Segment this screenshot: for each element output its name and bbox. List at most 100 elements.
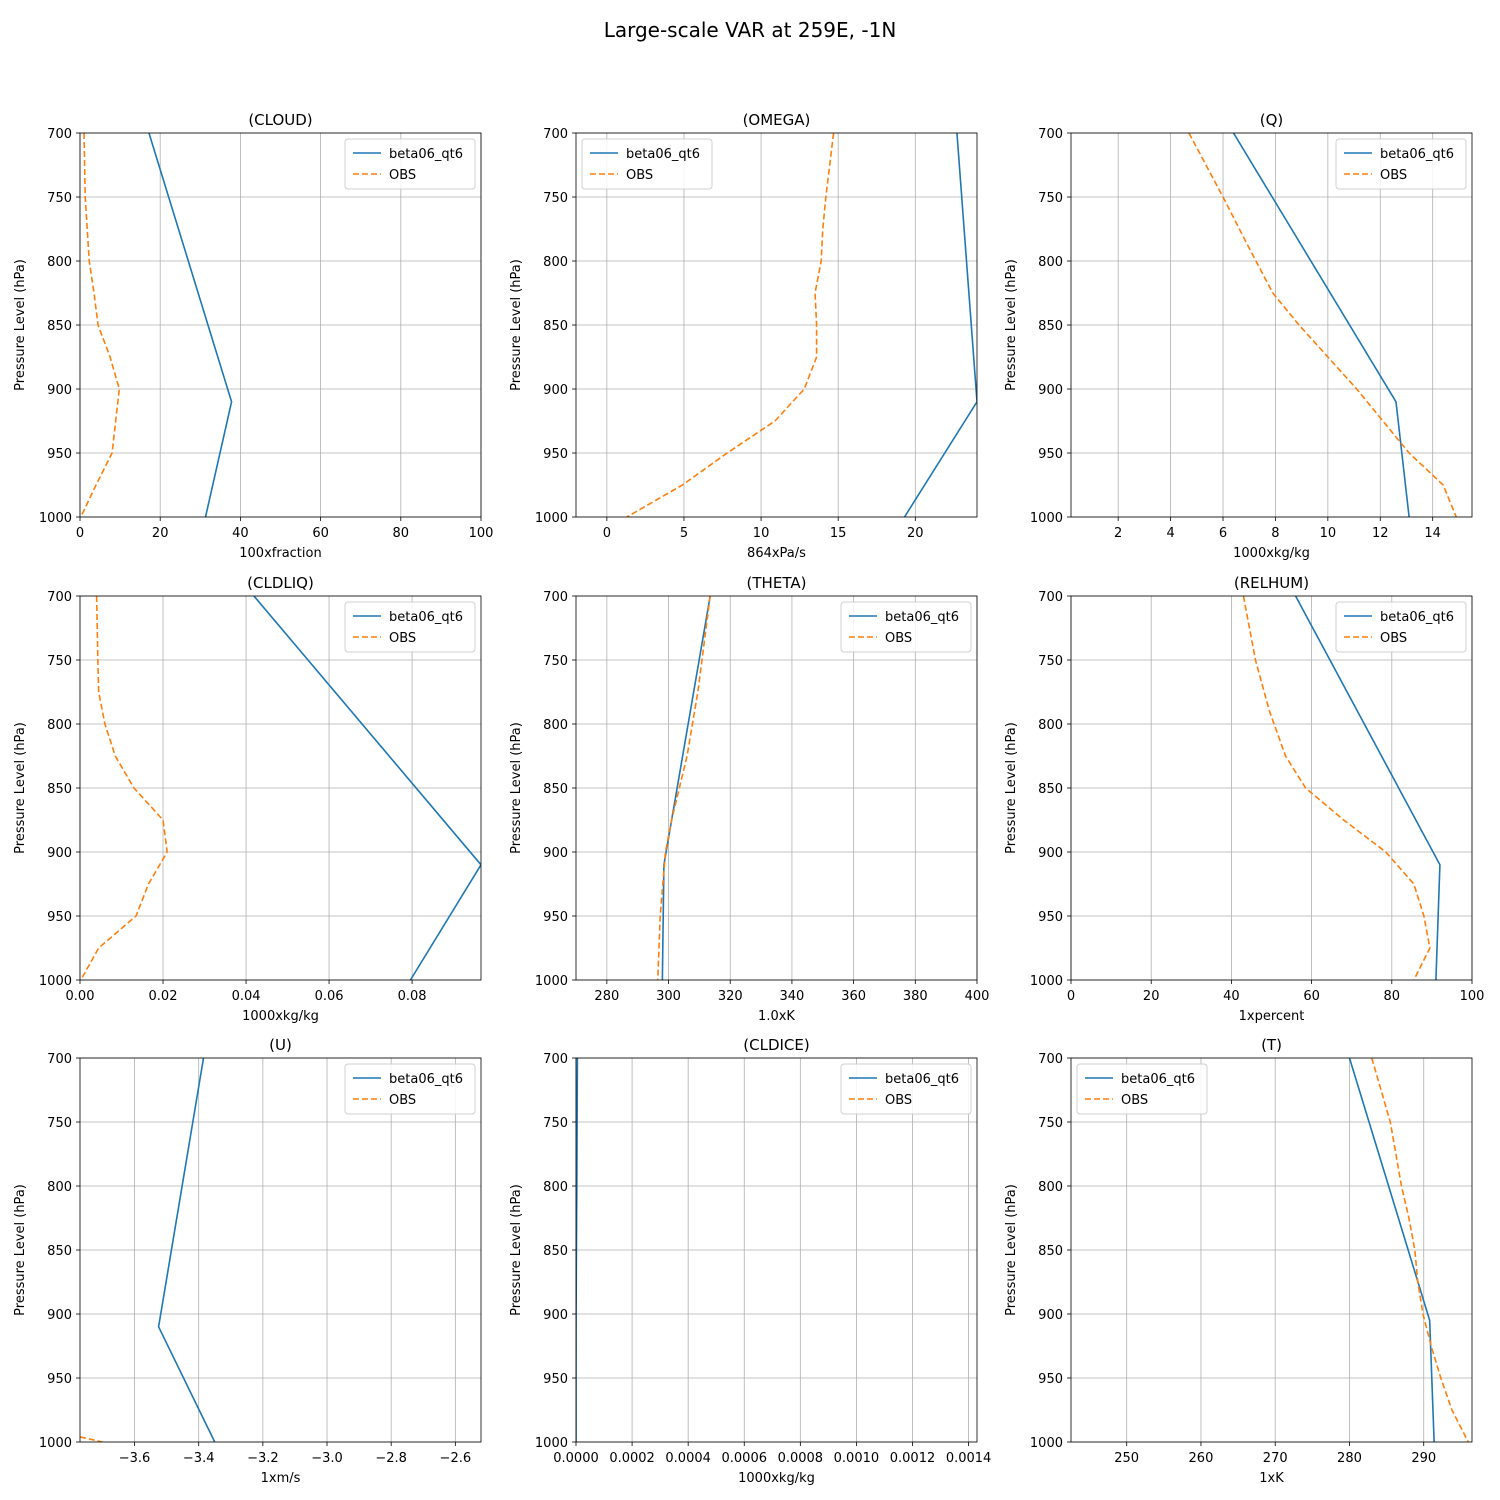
y-tick-label: 700 — [47, 1052, 72, 1067]
y-tick-label: 950 — [1038, 910, 1063, 925]
legend: beta06_qt6 OBS — [1335, 601, 1467, 653]
legend: beta06_qt6 OBS — [840, 1063, 972, 1115]
x-tick-label: 0.00 — [66, 989, 95, 1004]
gridlines — [80, 1057, 481, 1443]
x-tick-label: 5 — [680, 526, 688, 541]
y-tick-label: 850 — [1038, 1244, 1063, 1259]
y-tick-label: 950 — [47, 910, 72, 925]
x-tick-label: 20 — [907, 526, 924, 541]
legend: beta06_qt6 OBS — [1335, 138, 1467, 190]
x-tick-label: 60 — [312, 526, 329, 541]
y-tick-label: 900 — [543, 383, 568, 398]
x-axis-label: 1xpercent — [1239, 1009, 1305, 1024]
y-axis-label: Pressure Level (hPa) — [13, 1184, 28, 1316]
y-tick-label: 800 — [1038, 718, 1063, 733]
panel-title: (Q) — [1260, 111, 1284, 129]
series-line-obs — [626, 133, 835, 517]
x-tick-label: 40 — [1223, 989, 1240, 1004]
y-tick-label: 700 — [543, 127, 568, 142]
y-tick-label: 900 — [1038, 383, 1063, 398]
x-tick-label: 260 — [1189, 1451, 1214, 1466]
gridlines — [79, 595, 481, 981]
x-tick-label: 20 — [1143, 989, 1160, 1004]
y-tick-label: 750 — [543, 191, 568, 206]
x-tick-label: 0.0006 — [722, 1451, 768, 1466]
x-tick-label: 40 — [232, 526, 249, 541]
legend-label: OBS — [1380, 168, 1407, 183]
x-tick-label: 10 — [1320, 526, 1337, 541]
y-tick-label: 950 — [543, 1372, 568, 1387]
y-tick-label: 1000 — [39, 1436, 72, 1451]
x-tick-label: 10 — [753, 526, 770, 541]
x-tick-label: 0 — [603, 526, 611, 541]
x-tick-label: 100 — [1460, 989, 1485, 1004]
x-tick-label: 0.0004 — [665, 1451, 711, 1466]
x-tick-label: −3.0 — [311, 1451, 343, 1466]
x-tick-label: 0.0000 — [553, 1451, 599, 1466]
legend-label: beta06_qt6 — [885, 610, 959, 625]
x-axis-label: 864xPa/s — [747, 546, 806, 561]
panel-theta: 280 300 320 340 360 380 400 700 750 800 850 900 950 1… — [509, 574, 989, 1024]
y-tick-label: 850 — [47, 1244, 72, 1259]
y-tick-label: 1000 — [535, 511, 568, 526]
y-tick-label: 900 — [1038, 846, 1063, 861]
y-tick-label: 1000 — [1030, 974, 1063, 989]
panel-relhum: 0 20 40 60 80 100 700 750 800 850 900 950 1000 (RELHU… — [1004, 574, 1484, 1024]
x-tick-label: −3.4 — [183, 1451, 215, 1466]
y-tick-label: 900 — [47, 383, 72, 398]
x-tick-label: 0.08 — [398, 989, 427, 1004]
x-tick-label: 280 — [1337, 1451, 1362, 1466]
y-tick-label: 850 — [47, 782, 72, 797]
panel-title: (OMEGA) — [743, 111, 811, 129]
y-tick-label: 800 — [1038, 255, 1063, 270]
legend-label: beta06_qt6 — [1380, 147, 1454, 162]
y-tick-label: 900 — [47, 1308, 72, 1323]
panel-t: 250 260 270 280 290 700 750 800 850 900 950 1000 (T)… — [1004, 1036, 1473, 1486]
panel-title: (T) — [1261, 1036, 1282, 1054]
y-tick-label: 750 — [47, 191, 72, 206]
x-tick-label: 360 — [841, 989, 866, 1004]
legend: beta06_qt6 OBS — [581, 138, 713, 190]
x-axis-label: 1.0xK — [758, 1009, 795, 1024]
figure-title: Large-scale VAR at 259E, -1N — [604, 18, 897, 42]
legend-box — [344, 138, 476, 190]
series-line-obs — [80, 596, 168, 980]
y-tick-label: 750 — [543, 654, 568, 669]
y-axis-label: Pressure Level (hPa) — [509, 1184, 524, 1316]
subplot-grid: 0 20 40 60 80 1007007508008509009501000(CLOUD… — [13, 111, 1484, 1486]
x-axis-label: 1xK — [1259, 1471, 1284, 1486]
gridlines — [1071, 1057, 1472, 1443]
y-tick-label: 700 — [47, 127, 72, 142]
gridlines — [1071, 132, 1472, 518]
y-tick-label: 850 — [47, 319, 72, 334]
x-axis-label: 1000xkg/kg — [242, 1009, 319, 1024]
x-tick-label: 300 — [656, 989, 681, 1004]
panel-title: (CLDICE) — [743, 1036, 809, 1054]
y-tick-label: 1000 — [1030, 1436, 1063, 1451]
legend-label: OBS — [885, 1093, 912, 1108]
y-tick-label: 1000 — [39, 511, 72, 526]
y-tick-label: 800 — [47, 718, 72, 733]
x-tick-label: 0.06 — [315, 989, 344, 1004]
y-tick-label: 1000 — [1030, 511, 1063, 526]
panel-title: (U) — [269, 1036, 292, 1054]
x-tick-label: 400 — [965, 989, 990, 1004]
x-tick-label: 250 — [1114, 1451, 1139, 1466]
y-tick-label: 800 — [1038, 1180, 1063, 1195]
x-tick-label: −2.8 — [375, 1451, 407, 1466]
x-axis-label: 1000xkg/kg — [1233, 546, 1310, 561]
legend-label: OBS — [389, 1093, 416, 1108]
x-tick-label: 0.02 — [149, 989, 178, 1004]
y-axis-label: Pressure Level (hPa) — [1004, 722, 1019, 854]
y-tick-label: 850 — [1038, 782, 1063, 797]
y-tick-label: 700 — [543, 1052, 568, 1067]
x-tick-label: 380 — [903, 989, 928, 1004]
x-tick-label: 320 — [718, 989, 743, 1004]
x-tick-label: 2 — [1114, 526, 1122, 541]
x-tick-label: 0.04 — [232, 989, 261, 1004]
gridlines — [79, 132, 482, 518]
gridlines — [576, 595, 978, 981]
y-tick-label: 900 — [47, 846, 72, 861]
legend-label: beta06_qt6 — [885, 1072, 959, 1087]
